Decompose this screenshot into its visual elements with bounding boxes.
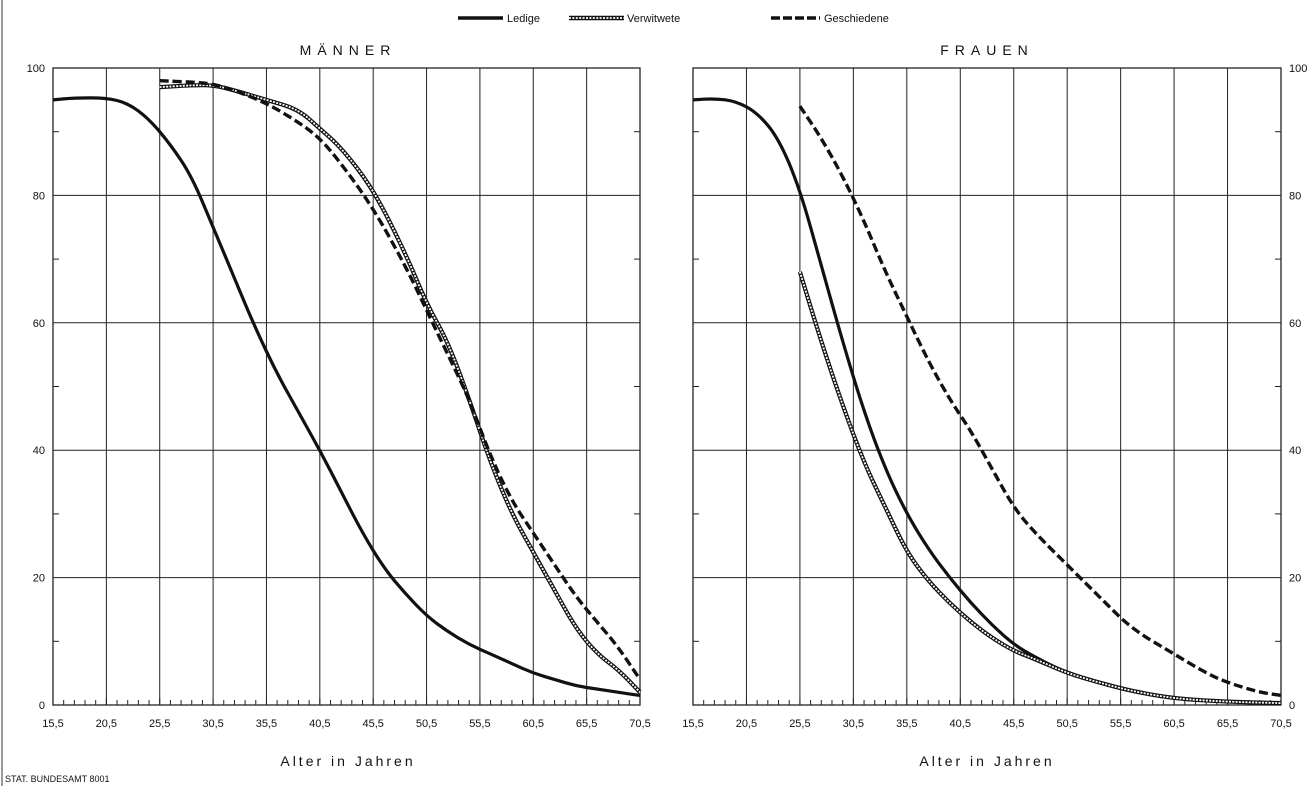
x-tick-label: 45,5 (1003, 718, 1024, 730)
plot-frame-frauen (692, 67, 1282, 706)
x-tick-label: 15,5 (42, 718, 63, 730)
series-line-geschiedene-maenner (159, 79, 642, 681)
y-tick-label: 60 (1289, 318, 1301, 330)
series-line-ledige-maenner (52, 96, 641, 697)
legend-label-verwitwete: Verwitwete (627, 13, 680, 25)
legend: Ledige Verwitwete Geschiedene (458, 13, 889, 25)
y-tick-label: 80 (33, 190, 45, 202)
y-tick-label: 80 (1289, 190, 1301, 202)
series-line-verwitwete-maenner (159, 83, 642, 694)
x-tick-label: 65,5 (576, 718, 597, 730)
y-tick-label: 100 (27, 63, 45, 75)
x-tick-label: 30,5 (202, 718, 223, 730)
panel-title-maenner: MÄNNER (300, 42, 397, 58)
x-tick-label: 20,5 (96, 718, 117, 730)
x-tick-label: 65,5 (1217, 718, 1238, 730)
x-tick-label: 25,5 (789, 718, 810, 730)
x-axis-label-frauen: Alter in Jahren (919, 753, 1054, 769)
legend-label-geschiedene: Geschiedene (824, 13, 889, 25)
plot-frame-maenner (52, 67, 641, 706)
x-tick-label: 50,5 (416, 718, 437, 730)
y-tick-label: 40 (33, 445, 45, 457)
y-tick-label: 60 (33, 318, 45, 330)
x-tick-label: 20,5 (736, 718, 757, 730)
x-tick-label: 35,5 (896, 718, 917, 730)
series-line-verwitwete-inner-maenner (159, 84, 641, 693)
x-tick-label: 70,5 (1270, 718, 1291, 730)
y-tick-label: 20 (1289, 573, 1301, 585)
legend-label-ledige: Ledige (507, 13, 540, 25)
panel-maenner: MÄNNER Alter in Jahren 15,5 20,5 25,5 30,5 3… (27, 42, 651, 769)
x-tick-label: 40,5 (950, 718, 971, 730)
x-tick-label: 55,5 (1110, 718, 1131, 730)
x-tick-label: 50,5 (1056, 718, 1077, 730)
x-tick-label: 45,5 (362, 718, 383, 730)
y-tick-label: 100 (1289, 63, 1307, 75)
x-tick-label: 70,5 (629, 718, 650, 730)
x-tick-label: 40,5 (309, 718, 330, 730)
panel-frauen: FRAUEN Alter in Jahren 15,5 20,5 25,5 30,5 3… (682, 42, 1307, 769)
series-line-ledige-frauen (692, 97, 1282, 705)
x-tick-label: 55,5 (469, 718, 490, 730)
x-tick-label: 35,5 (256, 718, 277, 730)
x-tick-label: 60,5 (1163, 718, 1184, 730)
y-tick-label: 0 (39, 700, 45, 712)
panel-title-frauen: FRAUEN (940, 42, 1034, 58)
series-line-geschiedene-frauen (798, 105, 1282, 698)
series-line-verwitwete-frauen (797, 271, 1282, 706)
x-tick-label: 15,5 (682, 718, 703, 730)
x-tick-label: 60,5 (523, 718, 544, 730)
source-note: STAT. BUNDESAMT 8001 (5, 774, 110, 784)
x-tick-label: 25,5 (149, 718, 170, 730)
y-tick-label: 40 (1289, 445, 1301, 457)
y-tick-label: 20 (33, 573, 45, 585)
x-tick-label: 30,5 (843, 718, 864, 730)
y-tick-label: 0 (1289, 700, 1295, 712)
series-line-verwitwete-inner-frauen (799, 271, 1282, 704)
x-axis-label-maenner: Alter in Jahren (280, 753, 415, 769)
